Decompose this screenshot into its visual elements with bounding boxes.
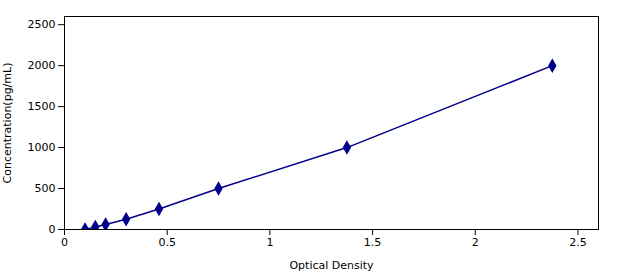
svg-text:2.5: 2.5 (569, 236, 587, 249)
svg-text:1000: 1000 (28, 141, 56, 154)
svg-text:0.5: 0.5 (158, 236, 176, 249)
svg-text:2000: 2000 (28, 59, 56, 72)
svg-text:500: 500 (35, 182, 56, 195)
svg-text:1: 1 (266, 236, 273, 249)
svg-text:Optical Density: Optical Density (289, 259, 374, 271)
svg-text:1.5: 1.5 (364, 236, 382, 249)
svg-text:0: 0 (49, 223, 56, 236)
svg-text:0: 0 (61, 236, 68, 249)
svg-text:Concentration(pg/mL): Concentration(pg/mL) (1, 63, 14, 184)
svg-text:2: 2 (472, 236, 479, 249)
svg-text:1500: 1500 (28, 100, 56, 113)
svg-text:2500: 2500 (28, 18, 56, 31)
